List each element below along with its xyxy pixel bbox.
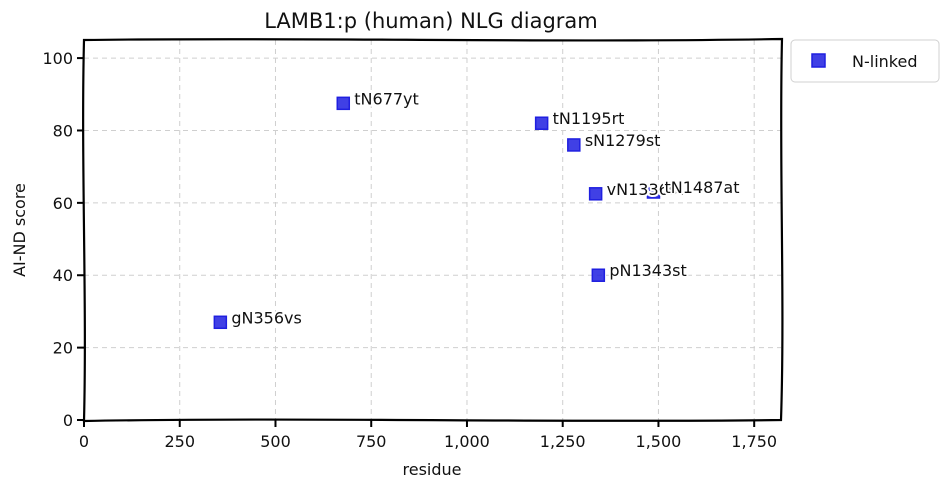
x-tick-label: 500 — [260, 432, 291, 451]
chart-title: LAMB1:p (human) NLG diagram — [264, 9, 598, 33]
y-axis-label: AI-ND score — [10, 183, 29, 277]
x-tick-label: 1,250 — [540, 432, 586, 451]
x-tick-label: 750 — [356, 432, 387, 451]
axis-ticks: 0 250 500 750 1,000 1,250 1,500 1,750 0 20 40 60 80 1… — [42, 49, 777, 451]
legend: N-linked — [790, 39, 940, 83]
data-point-label: gN356vs — [231, 308, 301, 327]
data-point — [336, 96, 351, 111]
y-tick-label: 60 — [53, 194, 73, 213]
legend-box — [790, 39, 940, 83]
y-tick-label: 100 — [42, 49, 73, 68]
data-point — [534, 116, 549, 130]
data-point-label-halo: tN1195rt — [553, 109, 625, 128]
x-tick-label: 250 — [164, 432, 195, 451]
data-point — [646, 185, 661, 199]
data-points — [213, 96, 661, 330]
data-point-label: tN1487at — [664, 178, 739, 197]
data-point-label-halo: vN1336st — [607, 180, 684, 199]
x-tick-label: 1,000 — [444, 432, 490, 451]
data-point-label-halo: tN1487at — [664, 178, 739, 197]
data-point-label: tN677yt — [354, 89, 419, 108]
x-tick-label: 1,500 — [636, 432, 682, 451]
data-point-label: sN1279st — [585, 131, 661, 150]
point-labels: gN356vsgN356vstN677yttN677yttN1195rttN11… — [229, 87, 741, 329]
y-tick-label: 0 — [63, 411, 73, 430]
data-point-label: tN1195rt — [553, 109, 625, 128]
data-point — [567, 138, 581, 152]
x-axis-label: residue — [403, 460, 462, 479]
y-tick-label: 40 — [53, 266, 73, 285]
data-point-label-halo: gN356vs — [231, 308, 301, 327]
data-point — [588, 187, 603, 201]
grid-lines — [84, 40, 781, 420]
data-point-label-halo: tN677yt — [354, 89, 419, 108]
legend-entry-n-linked: N-linked — [852, 52, 917, 71]
y-tick-label: 80 — [53, 121, 73, 140]
data-point-label-halo: pN1343st — [609, 261, 686, 280]
legend-marker — [811, 53, 826, 68]
plot-frame — [82, 37, 784, 423]
y-tick-label: 20 — [53, 339, 73, 358]
x-tick-label: 0 — [79, 432, 89, 451]
data-point-label: vN1336st — [607, 180, 684, 199]
data-point-label-halo: sN1279st — [585, 131, 661, 150]
data-point-label: pN1343st — [609, 261, 686, 280]
data-point — [213, 315, 228, 330]
data-point — [591, 268, 606, 282]
x-tick-label: 1,750 — [731, 432, 777, 451]
